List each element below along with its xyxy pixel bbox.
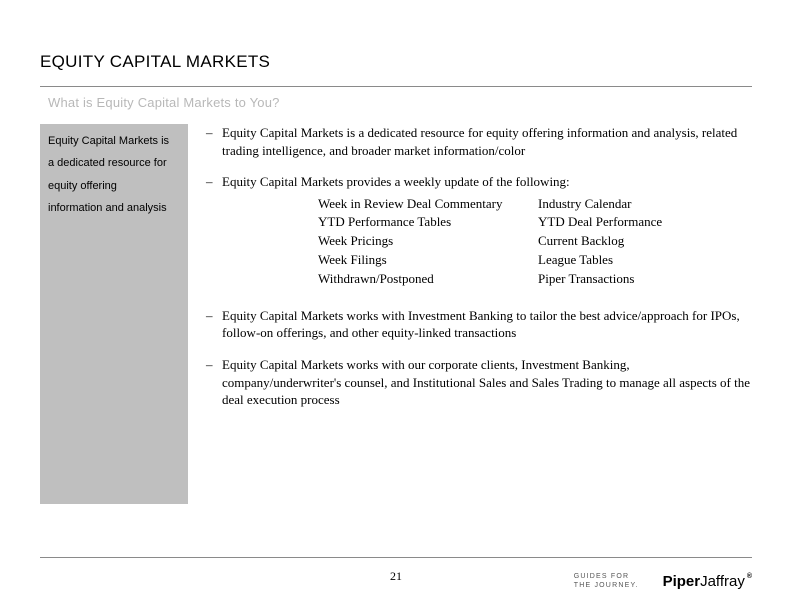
two-column-list: Week in Review Deal Commentary YTD Perfo…: [318, 195, 752, 289]
bullet-text: Equity Capital Markets is a dedicated re…: [222, 124, 752, 159]
list-item: Industry Calendar: [538, 195, 752, 214]
list-item: League Tables: [538, 251, 752, 270]
registered-icon: ®: [747, 573, 752, 580]
bullet-item: – Equity Capital Markets is a dedicated …: [206, 124, 752, 159]
bullet-item: – Equity Capital Markets works with our …: [206, 356, 752, 409]
content-row: Equity Capital Markets is a dedicated re…: [40, 124, 752, 504]
main-column: – Equity Capital Markets is a dedicated …: [206, 124, 752, 504]
piper-jaffray-logo: PiperJaffray®: [663, 573, 752, 590]
list-item: Piper Transactions: [538, 270, 752, 289]
sidebar-column: Equity Capital Markets is a dedicated re…: [40, 124, 188, 504]
list-item: Week Filings: [318, 251, 538, 270]
brand-bold: Piper: [663, 573, 701, 590]
sidebar-line: information and analysis: [48, 201, 180, 215]
page-title: EQUITY CAPITAL MARKETS: [40, 52, 752, 72]
bullet-dash-icon: –: [206, 173, 222, 289]
sidebar-line: Equity Capital Markets is: [48, 134, 180, 148]
divider-bottom: [40, 557, 752, 558]
bullet-lead: Equity Capital Markets provides a weekly…: [222, 174, 570, 189]
column-right: Industry Calendar YTD Deal Performance C…: [538, 195, 752, 289]
list-item: YTD Performance Tables: [318, 213, 538, 232]
list-item: Withdrawn/Postponed: [318, 270, 538, 289]
brand-light: Jaffray: [700, 573, 745, 590]
list-item: Week in Review Deal Commentary: [318, 195, 538, 214]
guides-tagline: GUIDES FOR THE JOURNEY.: [574, 573, 639, 590]
sidebar-line: equity offering: [48, 179, 180, 193]
sidebar-line: a dedicated resource for: [48, 156, 180, 170]
footer-brands: GUIDES FOR THE JOURNEY. PiperJaffray®: [574, 573, 752, 590]
bullet-text: Equity Capital Markets provides a weekly…: [222, 173, 752, 289]
bullet-dash-icon: –: [206, 356, 222, 409]
bullet-text: Equity Capital Markets works with Invest…: [222, 307, 752, 342]
divider-top: [40, 86, 752, 87]
bullet-item: – Equity Capital Markets works with Inve…: [206, 307, 752, 342]
list-item: Week Pricings: [318, 232, 538, 251]
bullet-dash-icon: –: [206, 124, 222, 159]
sidebar-box: Equity Capital Markets is a dedicated re…: [40, 124, 188, 504]
list-item: YTD Deal Performance: [538, 213, 752, 232]
guides-line2: THE JOURNEY.: [574, 582, 639, 589]
guides-line1: GUIDES FOR: [574, 573, 630, 580]
column-left: Week in Review Deal Commentary YTD Perfo…: [318, 195, 538, 289]
list-item: Current Backlog: [538, 232, 752, 251]
bullet-dash-icon: –: [206, 307, 222, 342]
page-subtitle: What is Equity Capital Markets to You?: [40, 95, 752, 110]
bullet-item: – Equity Capital Markets provides a week…: [206, 173, 752, 289]
bullet-text: Equity Capital Markets works with our co…: [222, 356, 752, 409]
